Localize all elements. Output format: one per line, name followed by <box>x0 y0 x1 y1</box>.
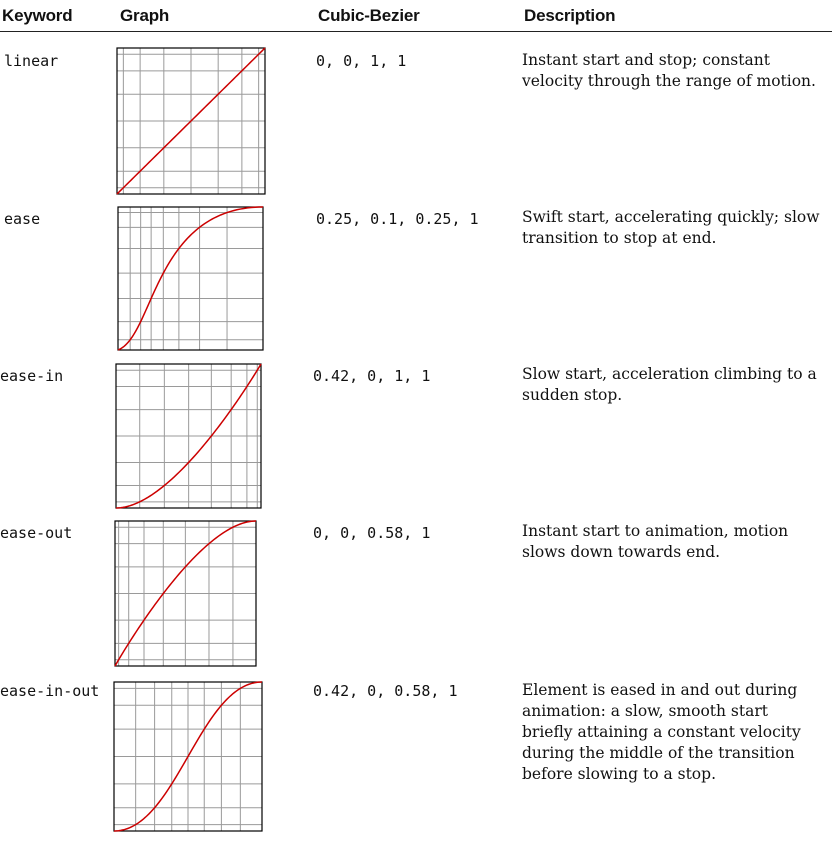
graph-frame <box>117 206 264 351</box>
easing-curve <box>115 363 262 509</box>
description-cell: Instant start to animation, motion slows… <box>522 522 789 561</box>
easing-graph <box>116 47 266 195</box>
easing-curve <box>117 206 264 351</box>
easing-graph <box>113 681 263 832</box>
easing-graph <box>115 363 262 509</box>
graph-frame <box>115 363 262 509</box>
easing-curve <box>114 520 257 667</box>
cubic-bezier-cell: 0, 0, 0.58, 1 <box>313 524 431 542</box>
easing-curve <box>116 47 266 195</box>
keyword-cell: ease-in-out <box>0 682 100 700</box>
cubic-bezier-cell: 0.42, 0, 1, 1 <box>313 367 431 385</box>
cubic-bezier-cell: 0.42, 0, 0.58, 1 <box>313 682 458 700</box>
graph-frame <box>114 520 257 667</box>
easing-graph <box>117 206 264 351</box>
header-rule <box>0 31 832 32</box>
header-graph: Graph <box>120 6 170 25</box>
easing-graph <box>114 520 257 667</box>
header-keyword: Keyword <box>2 6 73 25</box>
cubic-bezier-cell: 0.25, 0.1, 0.25, 1 <box>316 210 479 228</box>
keyword-cell: ease <box>4 210 41 228</box>
header-cubic-bezier: Cubic-Bezier <box>318 6 420 25</box>
description-cell: Slow start, acceleration climbing to a s… <box>522 365 817 404</box>
keyword-cell: ease-in <box>0 367 64 385</box>
description-cell: Swift start, accelerating quickly; slow … <box>522 208 820 247</box>
graph-frame <box>113 681 263 832</box>
keyword-cell: ease-out <box>0 524 73 542</box>
description-cell: Element is eased in and out during anima… <box>522 681 801 783</box>
header-description: Description <box>524 6 616 25</box>
easing-curve <box>113 681 263 832</box>
cubic-bezier-cell: 0, 0, 1, 1 <box>316 52 407 70</box>
description-cell: Instant start and stop; constant velocit… <box>522 51 816 90</box>
keyword-cell: linear <box>4 52 59 70</box>
graph-frame <box>116 47 266 195</box>
